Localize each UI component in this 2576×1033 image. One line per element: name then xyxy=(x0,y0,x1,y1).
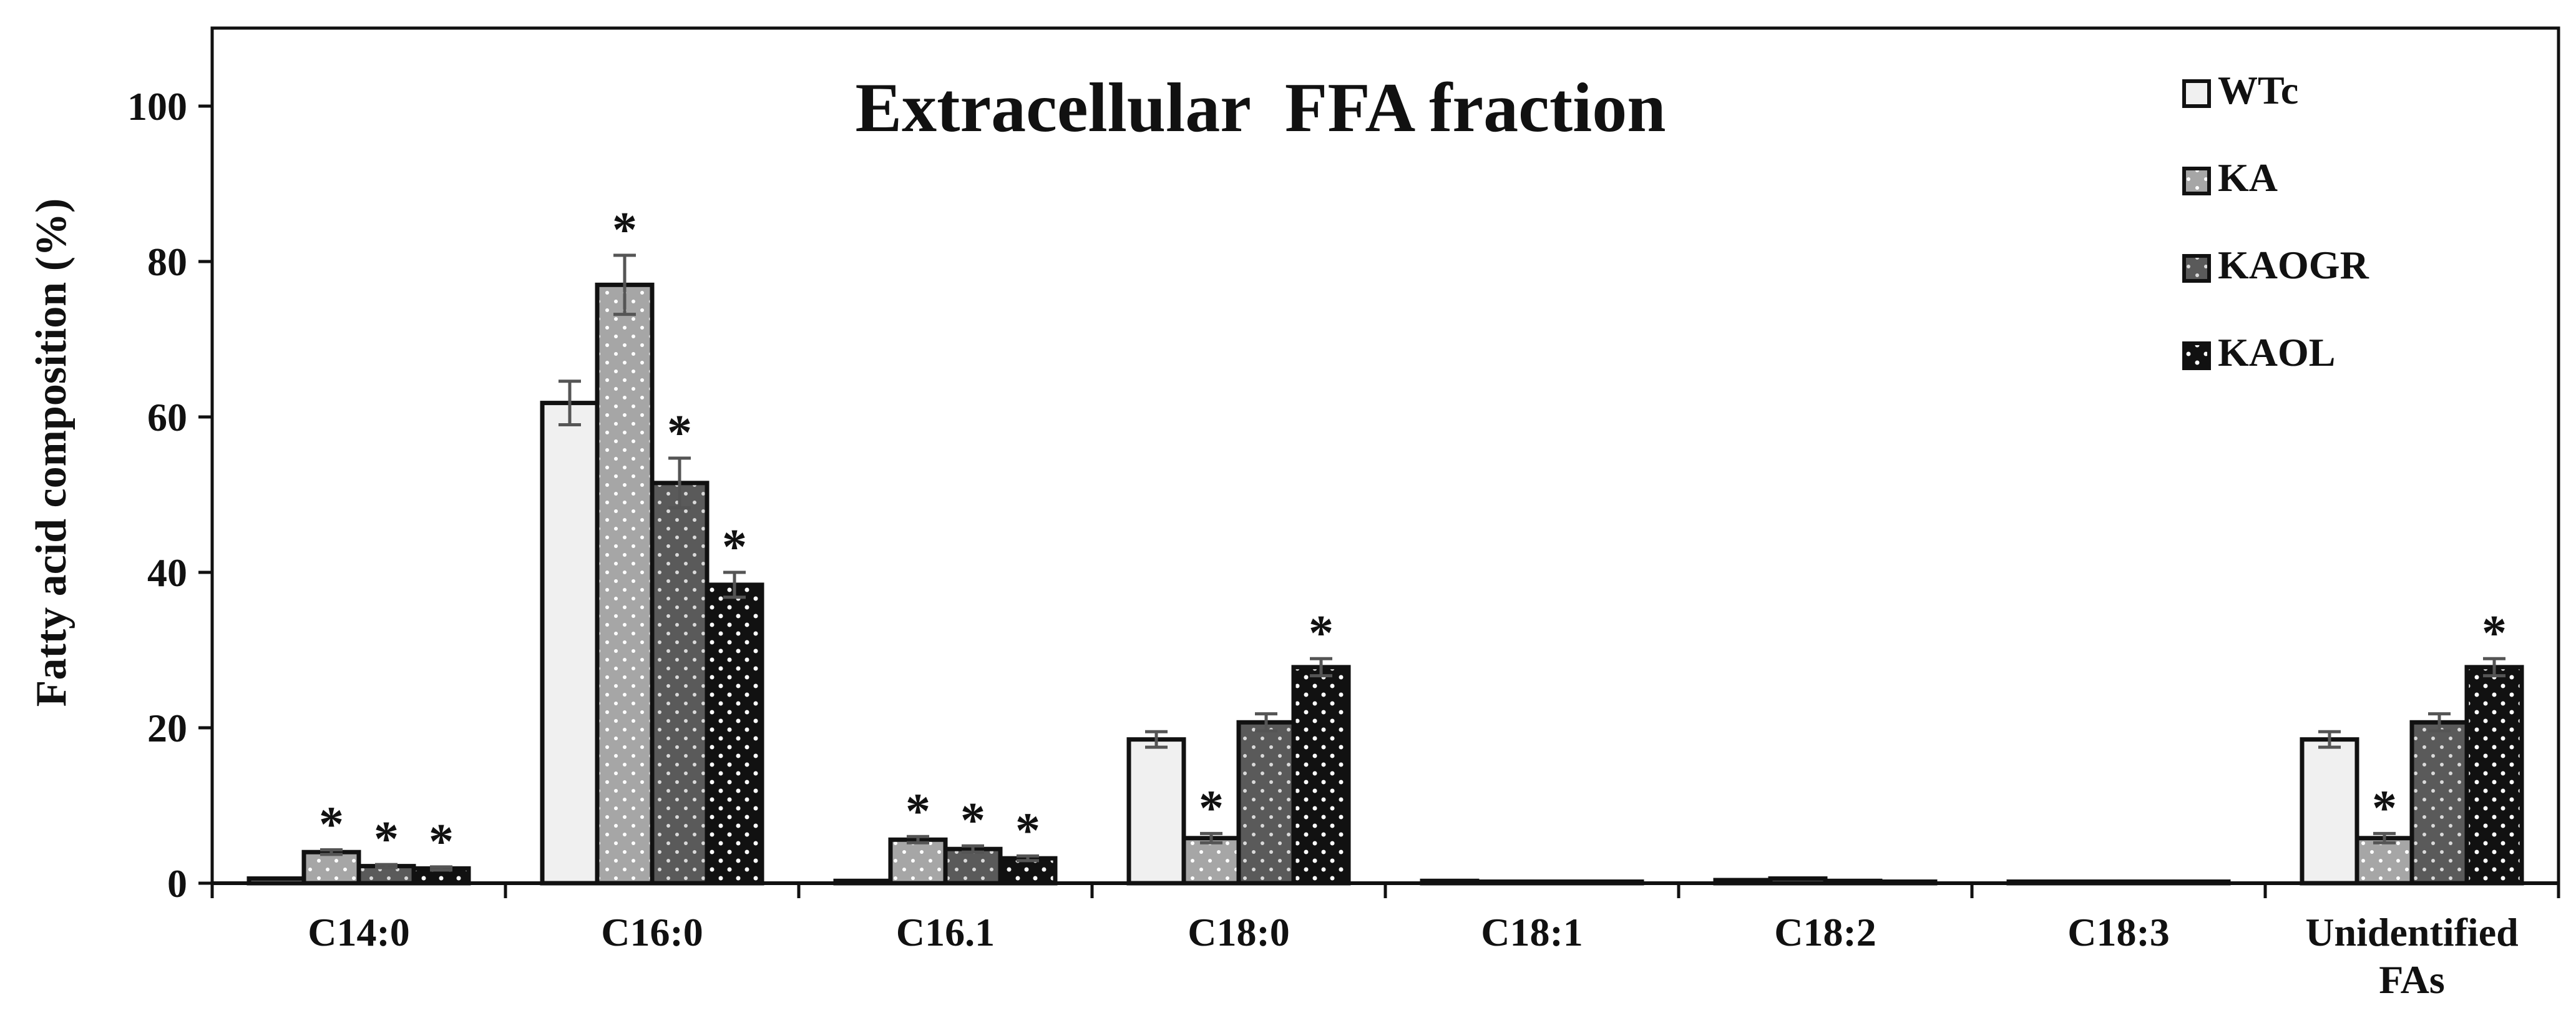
significance-star: * xyxy=(1309,606,1334,661)
significance-star: * xyxy=(667,406,692,461)
significance-star: * xyxy=(960,793,985,848)
x-category-label: C16:0 xyxy=(601,910,703,954)
bar-ka xyxy=(888,837,948,886)
x-category-label: C18:0 xyxy=(1188,910,1290,954)
legend-label-kaogr: KAOGR xyxy=(2218,243,2369,287)
legend: WTc KA KAOGR KAOL xyxy=(2182,68,2369,375)
y-tick-label-0: 0 xyxy=(167,861,187,906)
bar-kaogr xyxy=(650,481,710,886)
x-axis: C14:0 C16:0 C16.1 C18:0 C18:1 C18:2 C18:3 Unide… xyxy=(210,883,2560,1002)
significance-star: * xyxy=(429,815,454,869)
significance-star: * xyxy=(722,520,747,575)
bar-wtc xyxy=(2300,737,2359,886)
bar-kaogr xyxy=(943,846,1003,886)
y-tick-label-20: 20 xyxy=(147,706,187,750)
legend-label-wtc: WTc xyxy=(2218,68,2298,112)
bar-kaol xyxy=(2464,665,2524,886)
bars-group: * * * * * * * * * * * * * xyxy=(212,203,2559,886)
bar-wtc xyxy=(1126,737,1186,886)
significance-star: * xyxy=(319,797,344,852)
x-category-label: C18:2 xyxy=(1774,910,1876,954)
x-category-label: C18:1 xyxy=(1481,910,1583,954)
bar-ka xyxy=(2354,836,2414,886)
bar-kaol xyxy=(705,582,764,886)
x-category-label-line: FAs xyxy=(2379,957,2444,1002)
y-axis-label: Fatty acid composition (%) xyxy=(27,198,76,707)
x-category-label-line: Unidentified xyxy=(2305,910,2518,954)
bar-ka xyxy=(1181,836,1241,886)
legend-swatch-wtc xyxy=(2182,79,2211,108)
legend-label-ka: KA xyxy=(2218,155,2278,200)
bar-kaogr xyxy=(1236,720,1296,886)
bar-wtc xyxy=(540,401,600,886)
significance-star: * xyxy=(2482,606,2507,661)
y-axis: 0 20 40 60 80 100 xyxy=(127,84,212,906)
legend-swatch-kaol xyxy=(2182,341,2211,370)
chart-title: Extracellular FFA fraction xyxy=(855,69,1666,147)
legend-label-kaol: KAOL xyxy=(2218,330,2335,375)
y-tick-label-100: 100 xyxy=(127,84,187,129)
x-category-label: C18:3 xyxy=(2067,910,2170,954)
bar-ka xyxy=(595,282,655,886)
significance-star: * xyxy=(2372,781,2397,836)
x-category-label: C14:0 xyxy=(308,910,410,954)
y-tick-label-40: 40 xyxy=(147,551,187,595)
significance-star: * xyxy=(1199,781,1224,836)
y-tick-label-80: 80 xyxy=(147,240,187,284)
bar-ka xyxy=(301,849,361,886)
significance-star: * xyxy=(612,203,637,258)
legend-swatch-ka xyxy=(2182,167,2211,195)
x-category-label: C16.1 xyxy=(896,910,995,954)
x-category-label: Unidentified FAs xyxy=(2305,910,2518,1002)
significance-star: * xyxy=(1015,803,1040,858)
significance-star: * xyxy=(905,784,930,839)
significance-star: * xyxy=(374,812,399,867)
y-tick-label-60: 60 xyxy=(147,395,187,439)
bar-kaol xyxy=(1291,665,1351,886)
bar-kaogr xyxy=(2409,720,2469,886)
legend-swatch-kaogr xyxy=(2182,254,2211,283)
